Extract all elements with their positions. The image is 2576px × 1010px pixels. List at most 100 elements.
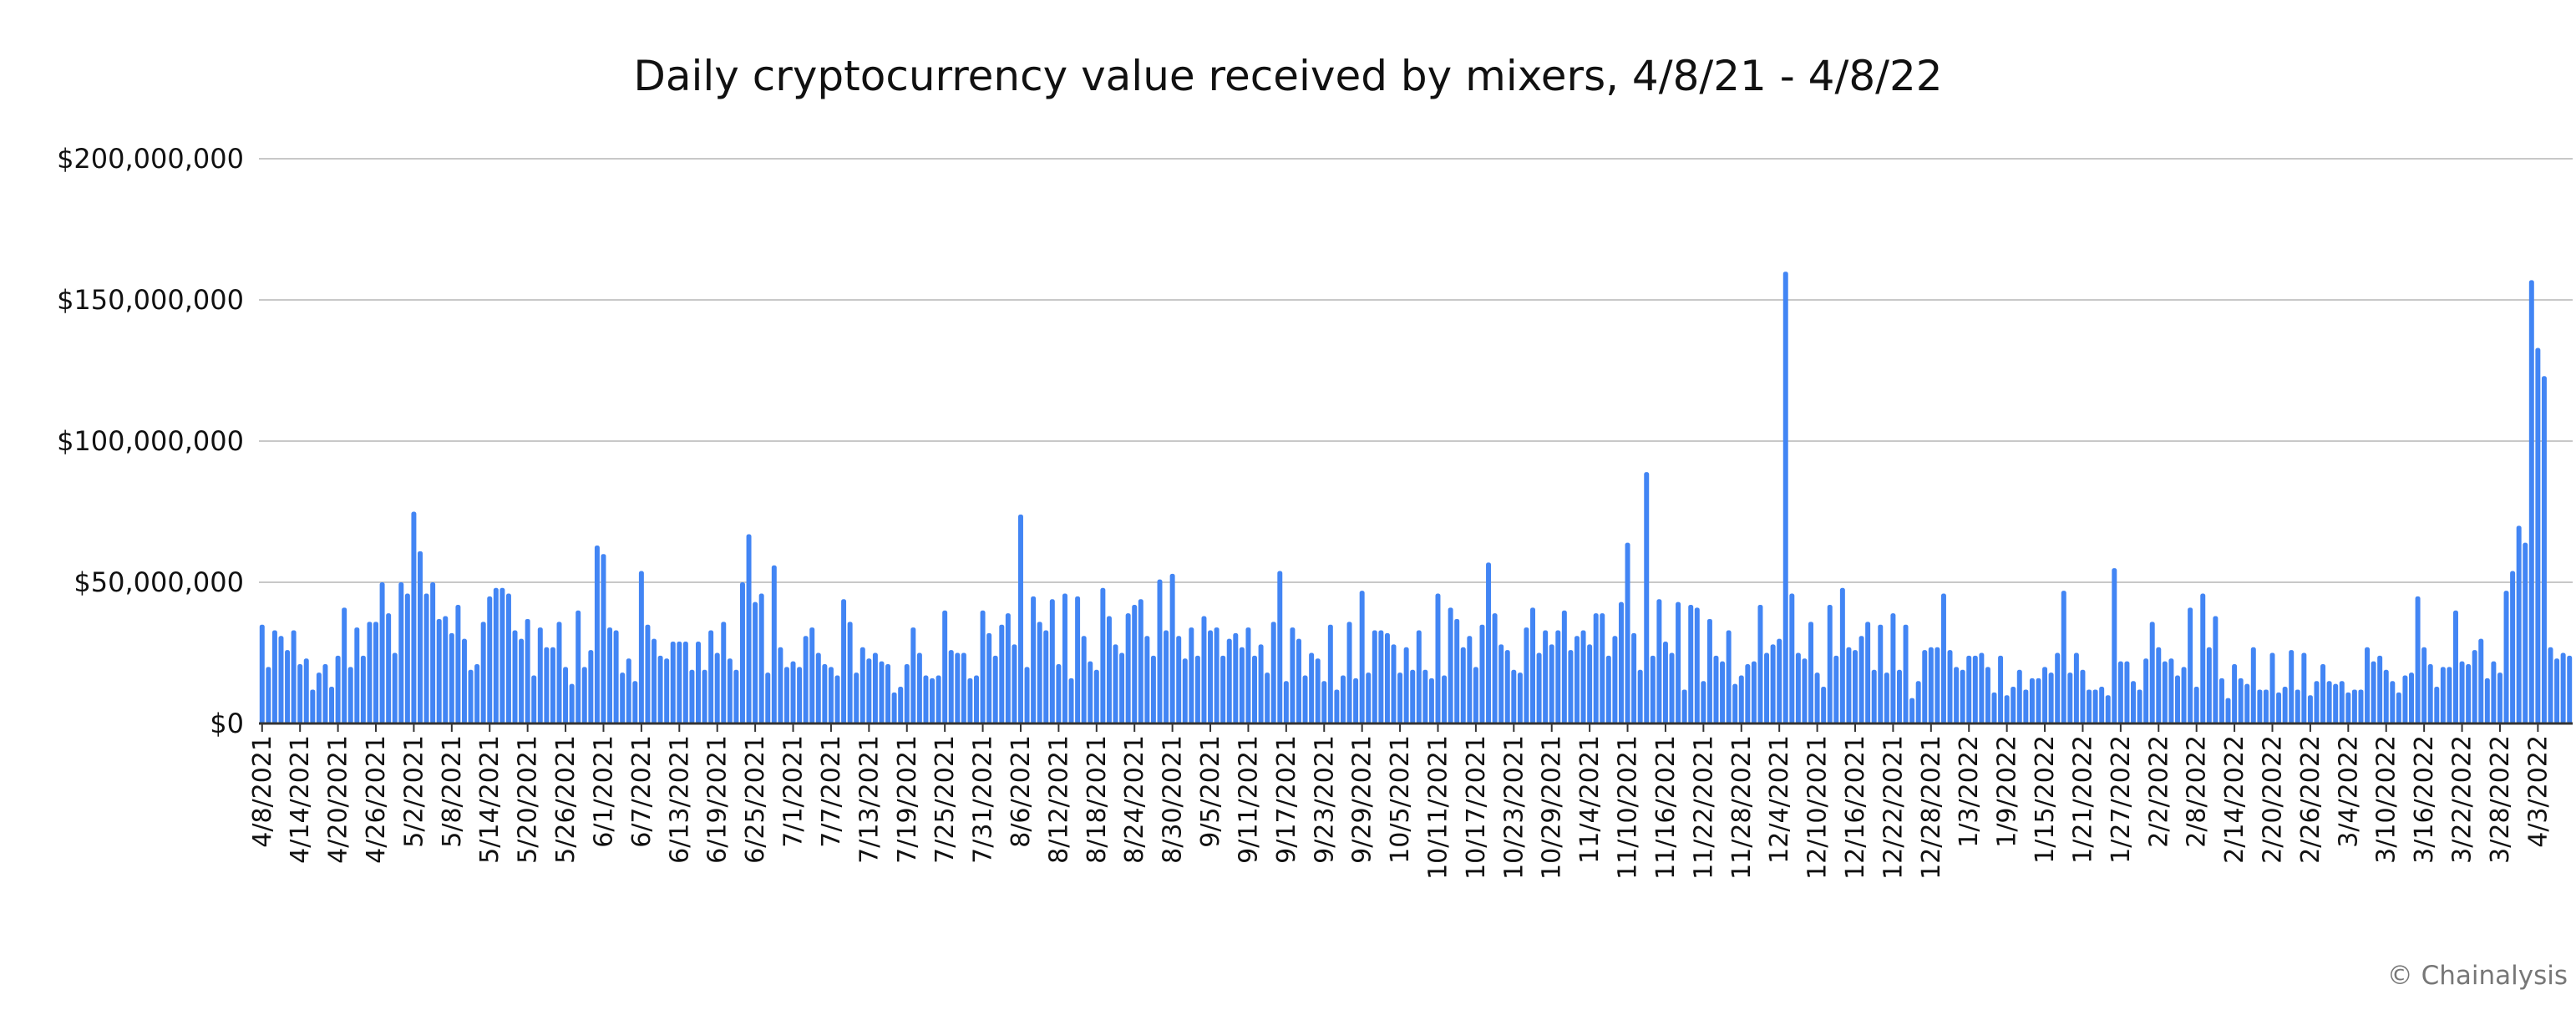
bar [2516, 525, 2522, 723]
bar [898, 687, 904, 723]
bar [1625, 542, 1630, 723]
bar [1972, 655, 1978, 723]
x-tick-label: 8/24/2021 [1120, 735, 1149, 864]
bar [955, 652, 961, 723]
bar [1391, 644, 1397, 723]
x-tick-label: 7/7/2021 [817, 735, 846, 848]
bar [758, 593, 764, 723]
bar [2478, 638, 2484, 723]
bar [594, 546, 600, 723]
bar [278, 636, 284, 723]
x-tick-label: 6/25/2021 [741, 735, 770, 864]
bar [2023, 689, 2029, 723]
bar [1226, 638, 1232, 723]
bar [1789, 593, 1795, 723]
bar [411, 511, 417, 723]
bar [1549, 644, 1554, 723]
bar [2459, 661, 2465, 723]
x-tick-label: 4/14/2021 [286, 735, 315, 864]
bar [891, 692, 897, 723]
x-tick-label: 6/13/2021 [665, 735, 694, 864]
bar [980, 610, 986, 723]
bar [2339, 681, 2345, 723]
bar [512, 630, 518, 723]
bar [2377, 655, 2383, 723]
bar [2048, 672, 2054, 723]
bar [379, 582, 385, 723]
bar [1940, 593, 1946, 723]
bar [2016, 669, 2022, 723]
bar [329, 687, 335, 723]
bar [468, 669, 474, 723]
bar [588, 650, 594, 723]
bar [1327, 624, 1333, 723]
x-tick-label: 11/4/2021 [1575, 735, 1605, 864]
bar [1662, 641, 1668, 723]
bar [1043, 630, 1049, 723]
bar [581, 667, 587, 723]
bar [386, 613, 392, 723]
bar [1150, 655, 1156, 723]
bar [948, 650, 954, 723]
bar [519, 638, 525, 723]
bar [1618, 601, 1624, 723]
bar [398, 582, 404, 723]
x-tick-label: 9/11/2021 [1234, 735, 1263, 864]
bar [310, 689, 316, 723]
bar [1808, 622, 1814, 723]
bar [1960, 669, 1965, 723]
bar [1676, 601, 1681, 723]
bar [2415, 596, 2421, 723]
bar [1782, 272, 1788, 723]
x-tick-label: 12/4/2021 [1765, 735, 1794, 864]
bar [1372, 630, 1377, 723]
x-tick-label: 2/2/2022 [2144, 735, 2173, 848]
bar [2004, 695, 2010, 723]
bar [696, 641, 701, 723]
bar [1265, 672, 1270, 723]
bar [1031, 596, 1037, 723]
bar [1075, 596, 1081, 723]
x-tick-label: 3/16/2022 [2410, 735, 2439, 864]
bar [689, 669, 695, 723]
bar [2440, 667, 2446, 723]
bar [2365, 647, 2371, 723]
bar [2567, 655, 2573, 723]
bar [2073, 652, 2079, 723]
bar [879, 661, 885, 723]
x-tick-label: 10/11/2021 [1423, 735, 1453, 880]
bar [1814, 672, 1820, 723]
bar [847, 622, 853, 723]
bar [266, 667, 271, 723]
bar [652, 638, 657, 723]
bar [449, 632, 454, 723]
bar [930, 678, 936, 723]
bar [771, 565, 777, 723]
bar [1467, 636, 1473, 723]
x-tick-label: 10/5/2021 [1386, 735, 1415, 864]
bar [1517, 672, 1523, 723]
bar [2289, 650, 2295, 723]
bar [1833, 655, 1839, 723]
bar [1017, 514, 1023, 723]
bar [1922, 650, 1928, 723]
x-tick-label: 7/13/2021 [854, 735, 884, 864]
bar [404, 593, 410, 723]
bar [1884, 672, 1889, 723]
bar [967, 678, 973, 723]
bar [1865, 622, 1871, 723]
x-tick-label: 2/20/2022 [2259, 735, 2288, 864]
bar [297, 664, 303, 723]
x-tick-label: 5/14/2021 [475, 735, 505, 864]
x-tick-label: 12/16/2021 [1841, 735, 1870, 880]
bar [1214, 627, 1220, 723]
bar [1998, 655, 2004, 723]
bar [2307, 695, 2313, 723]
x-tick-label: 5/20/2021 [514, 735, 543, 864]
x-tick-label: 9/29/2021 [1348, 735, 1377, 864]
bar [1024, 667, 1030, 723]
bar [1650, 655, 1656, 723]
bar [1176, 636, 1182, 723]
bar [487, 596, 493, 723]
bar [1422, 669, 1428, 723]
